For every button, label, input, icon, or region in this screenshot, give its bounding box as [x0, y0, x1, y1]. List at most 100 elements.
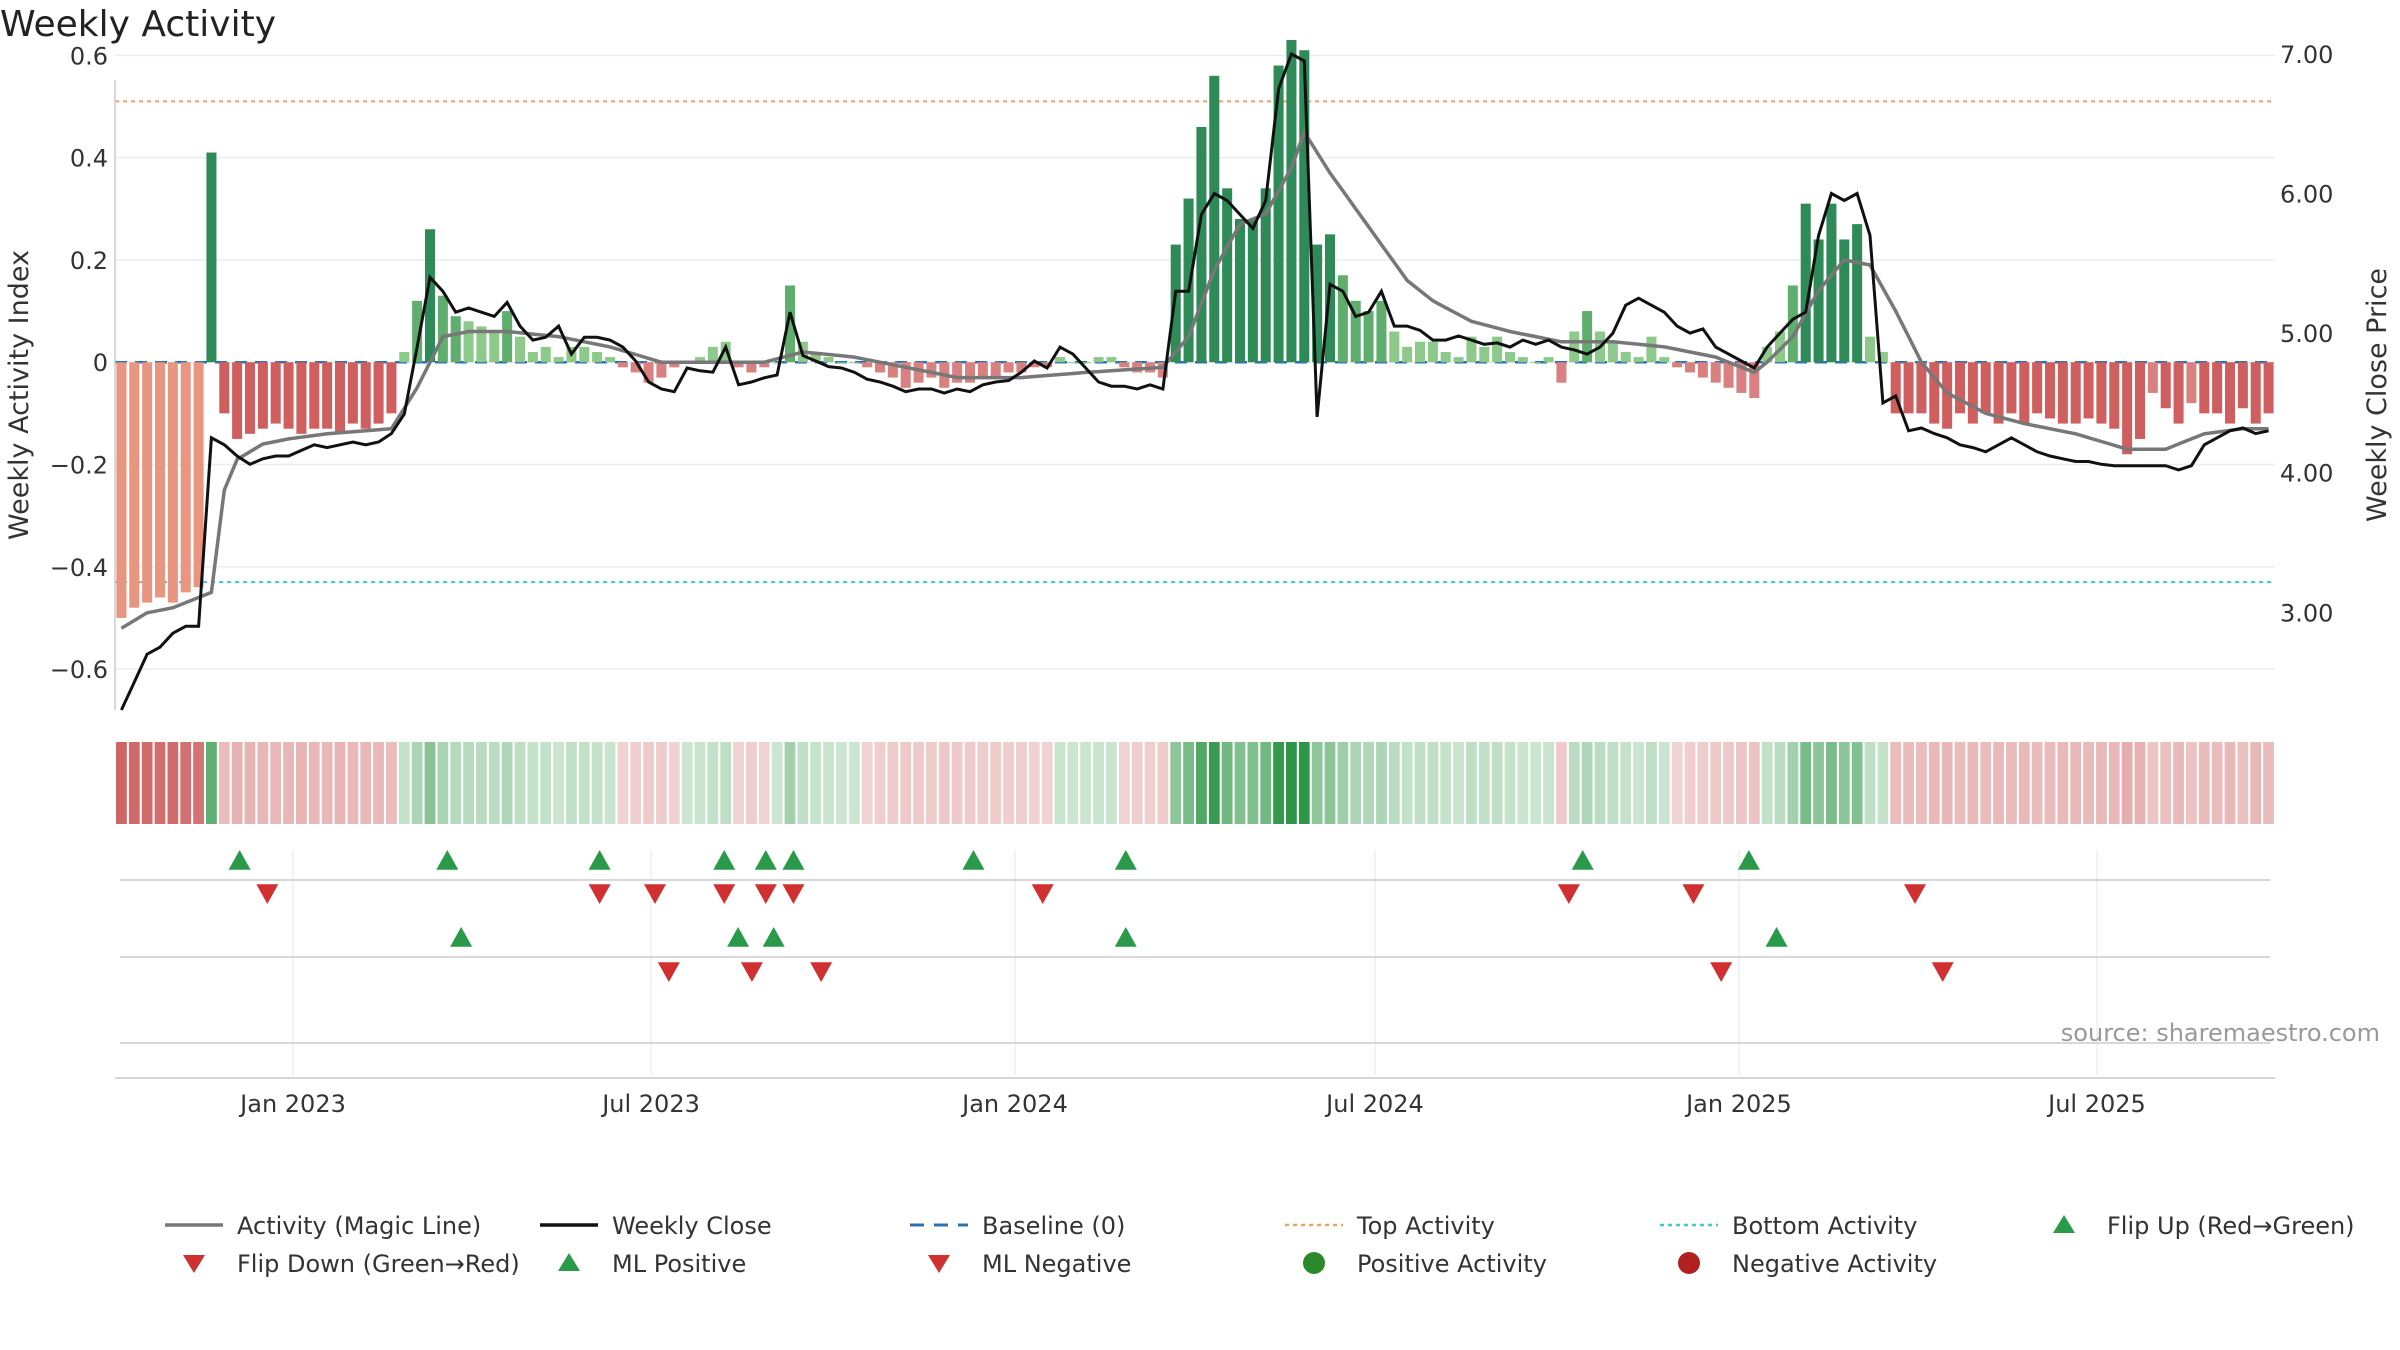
activity-bar — [2083, 362, 2094, 419]
activity-bar — [2109, 362, 2120, 429]
heat-cell — [2031, 742, 2043, 824]
activity-bar — [1247, 219, 1258, 363]
activity-bar — [1954, 362, 1966, 414]
heat-cell — [1491, 742, 1503, 824]
y-tick-left: 0.2 — [70, 247, 108, 275]
activity-bar — [2044, 362, 2056, 419]
heat-cell — [1208, 742, 1220, 824]
activity-bar — [437, 295, 448, 363]
activity-bar — [656, 362, 667, 378]
heat-cell — [386, 742, 397, 824]
activity-bar — [180, 362, 191, 593]
heat-cell — [2096, 742, 2107, 824]
heat-cell — [1658, 742, 1670, 824]
activity-bar — [154, 362, 166, 598]
activity-bar — [1980, 362, 1991, 414]
heat-cell — [2147, 742, 2159, 824]
activity-bar — [617, 362, 628, 368]
ml-negative-marker — [1710, 962, 1733, 982]
legend-label: Weekly Close — [612, 1212, 772, 1240]
heat-cell — [1710, 742, 1722, 824]
activity-bar — [784, 285, 796, 363]
heat-cell — [1993, 742, 2004, 824]
heat-cell — [1607, 742, 1619, 824]
heat-cell — [450, 742, 462, 824]
y-tick-right: 5.00 — [2280, 320, 2333, 348]
activity-bar — [759, 362, 770, 368]
y-tick-left: 0.6 — [70, 42, 108, 70]
heat-cell — [1376, 742, 1387, 824]
activity-heat-strip — [116, 742, 2274, 824]
flip-down-marker — [588, 884, 611, 904]
activity-bar — [1749, 362, 1760, 399]
heat-cell — [874, 742, 886, 824]
legend-symbol — [183, 1255, 205, 1273]
activity-bar — [1492, 336, 1503, 363]
heat-cell — [1016, 742, 1027, 824]
heat-cell — [206, 742, 217, 824]
activity-bar — [1723, 362, 1734, 388]
flip-down-marker — [1682, 884, 1705, 904]
heat-cell — [1311, 742, 1323, 824]
flip-down-marker — [644, 884, 666, 904]
heat-cell — [746, 742, 757, 824]
activity-bar — [129, 362, 140, 608]
heat-cell — [1080, 742, 1092, 824]
heat-cell — [1414, 742, 1426, 824]
heat-cell — [1054, 742, 1066, 824]
heat-cell — [836, 742, 847, 824]
activity-bar — [309, 362, 320, 429]
heat-cell — [1466, 742, 1477, 824]
source-credit: source: sharemaestro.com — [2061, 1019, 2380, 1047]
legend-label: Positive Activity — [1357, 1250, 1547, 1278]
heat-cell — [2070, 742, 2082, 824]
heat-cell — [2250, 742, 2262, 824]
heat-cell — [476, 742, 487, 824]
activity-bar — [1414, 341, 1426, 363]
heat-cell — [1157, 742, 1169, 824]
heat-cell — [1028, 742, 1040, 824]
heat-cell — [283, 742, 294, 824]
heat-cell — [951, 742, 963, 824]
activity-bar — [1530, 362, 1541, 364]
heat-cell — [694, 742, 706, 824]
activity-bar — [2134, 362, 2146, 439]
activity-bar — [1942, 362, 1953, 429]
x-tick-label: Jan 2025 — [1684, 1090, 1792, 1118]
activity-bar — [1119, 362, 1130, 368]
heat-cell — [604, 742, 616, 824]
heat-cell — [617, 742, 629, 824]
heat-cell — [784, 742, 796, 824]
activity-bar — [1633, 357, 1644, 363]
activity-bar — [2096, 362, 2107, 424]
activity-bar — [1543, 357, 1554, 363]
ml-positive-marker — [1114, 927, 1137, 947]
y-tick-right: 6.00 — [2280, 181, 2333, 209]
activity-bar — [720, 341, 731, 363]
activity-bar — [707, 346, 718, 363]
heat-cell — [1761, 742, 1773, 824]
heat-cell — [1941, 742, 1953, 824]
activity-bar — [926, 362, 937, 378]
series-lines — [120, 51, 2269, 711]
activity-bar — [116, 362, 127, 618]
heat-cell — [244, 742, 256, 824]
heat-cell — [1453, 742, 1464, 824]
heat-cell — [1131, 742, 1143, 824]
activity-bar — [694, 357, 706, 363]
heat-cell — [643, 742, 654, 824]
flip-down-marker — [1031, 884, 1054, 904]
activity-bar — [977, 362, 988, 378]
activity-bar — [1363, 311, 1374, 363]
heat-cell — [1234, 742, 1246, 824]
heat-cell — [758, 742, 770, 824]
activity-bar — [360, 362, 371, 429]
activity-bar — [1672, 362, 1683, 368]
activity-bar — [1260, 188, 1271, 363]
heat-cell — [1954, 742, 1966, 824]
y-tick-left: −0.2 — [50, 452, 108, 480]
heat-cell — [270, 742, 282, 824]
heat-cell — [1530, 742, 1542, 824]
activity-bar — [2224, 362, 2236, 424]
activity-bar — [862, 362, 873, 368]
